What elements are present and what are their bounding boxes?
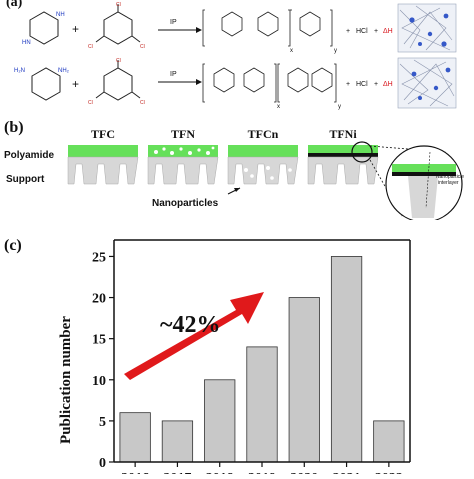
y-tick-label: 20 bbox=[92, 292, 106, 307]
piperazine-structure bbox=[29, 11, 59, 45]
reaction-arrow-1 bbox=[158, 27, 202, 33]
network-model-2 bbox=[397, 57, 457, 109]
bar-2019 bbox=[246, 346, 278, 463]
y-tick-label: 5 bbox=[99, 415, 106, 430]
inset-label-interlayer: interlayer bbox=[438, 180, 459, 186]
svg-text:+: + bbox=[374, 28, 378, 35]
svg-text:y: y bbox=[334, 48, 337, 54]
svg-text:H₂N: H₂N bbox=[14, 68, 25, 74]
tmc-structure-1 bbox=[95, 4, 141, 45]
svg-text:Cl: Cl bbox=[116, 2, 121, 8]
dh-label-2: ΔH bbox=[383, 81, 393, 88]
reaction-arrow-2 bbox=[158, 79, 202, 85]
polyamide-label: Polyamide bbox=[4, 150, 54, 161]
publication-bar-chart: (c) Publication number 05101520252016201… bbox=[4, 237, 411, 479]
svg-text:NH: NH bbox=[56, 12, 65, 18]
svg-text:Cl: Cl bbox=[140, 100, 145, 106]
type-title-tfni: TFNi bbox=[329, 127, 357, 141]
trend-arrow-text: ~42% bbox=[160, 312, 220, 338]
panel-c: (c) Publication number 05101520252016201… bbox=[0, 220, 474, 479]
bar-2018 bbox=[204, 379, 236, 463]
bar-2022 bbox=[373, 420, 405, 463]
network-model-1 bbox=[397, 3, 457, 53]
type-title-tfn: TFN bbox=[171, 127, 195, 141]
mpd-structure bbox=[31, 67, 61, 101]
svg-text:Cl: Cl bbox=[88, 100, 93, 106]
y-tick-label: 25 bbox=[92, 250, 106, 265]
inset-label-nanoparticle: Nanoparticle bbox=[436, 174, 464, 180]
tmc-structure-2 bbox=[95, 60, 141, 101]
arrow-label-ip-1: IP bbox=[170, 19, 177, 26]
dh-label-1: ΔH bbox=[383, 28, 393, 35]
tfc-membrane bbox=[67, 145, 139, 185]
interlayer-inset bbox=[385, 145, 463, 223]
svg-text:NH₂: NH₂ bbox=[58, 68, 70, 74]
polyamide-structure-1 bbox=[202, 9, 333, 47]
bar-2016 bbox=[119, 412, 151, 463]
panel-b-figure: (b) TFC TFN TFCn TFNi Polyamide Support … bbox=[4, 119, 464, 223]
svg-text:Cl: Cl bbox=[88, 44, 93, 50]
panel-b-label: (b) bbox=[4, 119, 24, 136]
svg-text:Cl: Cl bbox=[116, 58, 121, 64]
svg-text:+: + bbox=[72, 22, 79, 36]
hcl-label-1: HCl bbox=[356, 28, 368, 35]
trend-arrow bbox=[124, 292, 264, 380]
panel-a: (a) HN NH + Cl Cl Cl IP x y + HCl + ΔH bbox=[0, 0, 474, 112]
y-axis-label: Publication number bbox=[58, 316, 74, 444]
svg-text:+: + bbox=[346, 28, 350, 35]
svg-text:+: + bbox=[346, 81, 350, 88]
bar-2020 bbox=[288, 297, 320, 463]
arrow-label-ip-2: IP bbox=[170, 71, 177, 78]
tfni-membrane bbox=[307, 141, 379, 185]
panel-b: (b) TFC TFN TFCn TFNi Polyamide Support … bbox=[0, 112, 474, 223]
svg-text:Cl: Cl bbox=[140, 44, 145, 50]
panel-a-label: (a) bbox=[6, 0, 23, 10]
svg-text:x: x bbox=[277, 104, 280, 110]
trend-arrow-shape bbox=[124, 292, 264, 380]
y-tick-label: 15 bbox=[92, 333, 106, 348]
panel-a-figure: (a) HN NH + Cl Cl Cl IP x y + HCl + ΔH bbox=[6, 0, 457, 110]
panel-c-label: (c) bbox=[4, 237, 22, 254]
polyamide-structure-2 bbox=[202, 63, 337, 103]
tfn-membrane bbox=[147, 145, 219, 185]
bar-2017 bbox=[161, 420, 194, 463]
bar-2021 bbox=[330, 256, 363, 463]
type-title-tfc: TFC bbox=[91, 127, 115, 141]
svg-text:+: + bbox=[72, 77, 79, 91]
svg-text:y: y bbox=[338, 104, 341, 110]
bars-group bbox=[119, 256, 405, 463]
svg-text:+: + bbox=[374, 81, 378, 88]
y-tick-label: 0 bbox=[99, 456, 106, 471]
svg-text:HN: HN bbox=[22, 40, 31, 46]
tfcn-membrane bbox=[227, 145, 299, 185]
type-title-tfcn: TFCn bbox=[248, 127, 279, 141]
support-label: Support bbox=[6, 174, 45, 185]
y-tick-label: 10 bbox=[92, 374, 106, 389]
svg-text:x: x bbox=[290, 48, 293, 54]
hcl-label-2: HCl bbox=[356, 81, 368, 88]
nanoparticles-label: Nanoparticles bbox=[152, 198, 219, 209]
